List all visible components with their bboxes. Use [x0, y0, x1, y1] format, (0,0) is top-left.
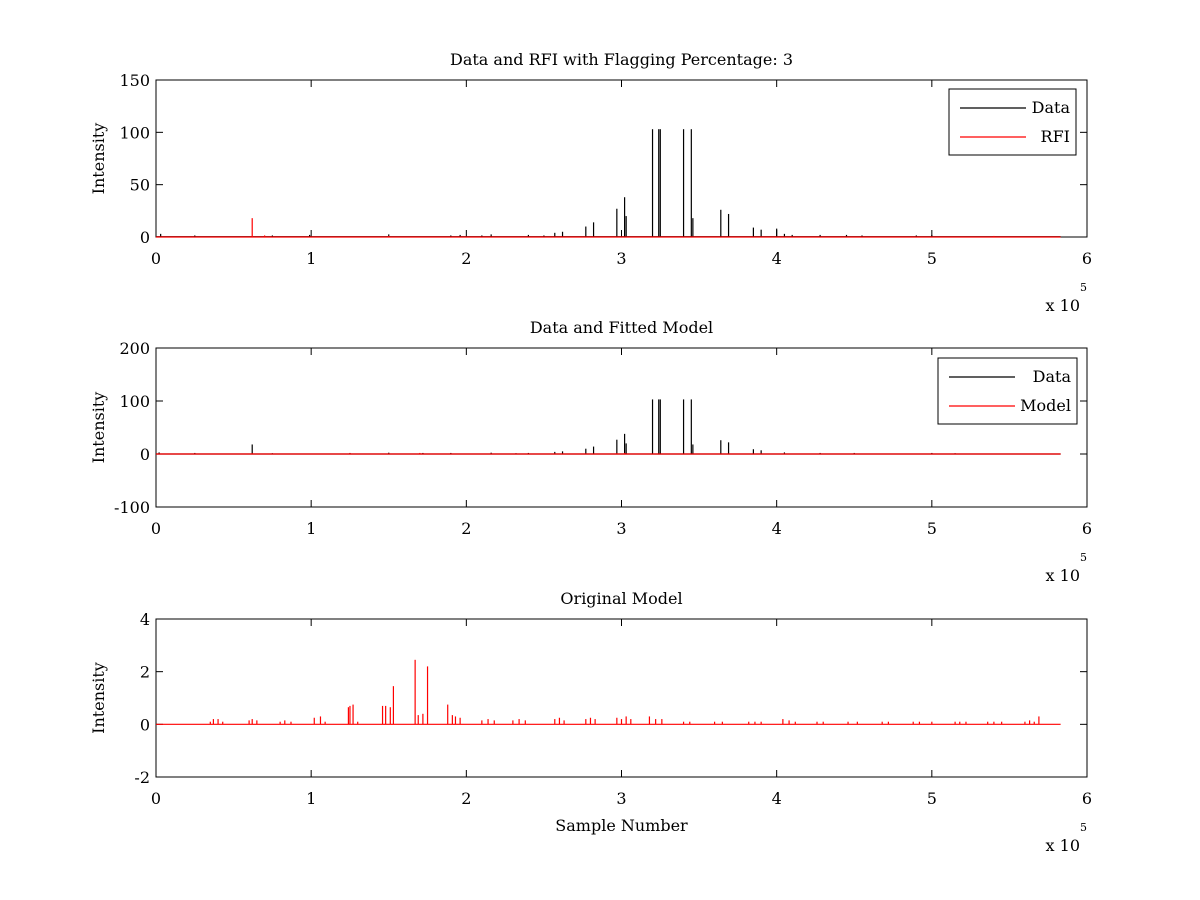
- legend-label: RFI: [1041, 127, 1070, 146]
- legend-label: Data: [1032, 98, 1071, 117]
- x-tick-label: 5: [927, 519, 937, 538]
- x-tick-label: 2: [461, 789, 471, 808]
- panel-title: Data and RFI with Flagging Percentage: 3: [450, 50, 793, 69]
- y-tick-label: 100: [119, 123, 150, 142]
- x-tick-label: 4: [772, 249, 782, 268]
- x-tick-label: 3: [616, 249, 626, 268]
- legend-box: [937, 357, 1078, 425]
- panel-original-model: Original Model Intensity Sample Number x…: [89, 589, 1092, 855]
- series-rfi: [156, 218, 1061, 238]
- axes-box: [155, 347, 1088, 508]
- y-tick-label: 2: [140, 663, 150, 682]
- x-tick-label: 2: [461, 519, 471, 538]
- x-tick-label: 3: [616, 789, 626, 808]
- x-exponent-label: x 10: [1046, 296, 1080, 315]
- y-tick-label: -100: [114, 498, 150, 517]
- y-axis-label: Intensity: [89, 123, 108, 195]
- series-model-trace: [156, 659, 1061, 725]
- x-axis-label: Sample Number: [555, 816, 688, 835]
- y-tick-label: 0: [140, 228, 150, 247]
- series-model: [156, 452, 1061, 455]
- x-tick-label: 6: [1082, 789, 1092, 808]
- x-tick-label: 0: [151, 249, 161, 268]
- y-tick-label: 0: [140, 715, 150, 734]
- legend-label: Data: [1033, 367, 1072, 386]
- y-tick-label: 200: [119, 339, 150, 358]
- panel-title: Data and Fitted Model: [530, 318, 713, 337]
- axes-box: [155, 618, 1088, 778]
- x-tick-label: 0: [151, 519, 161, 538]
- x-exponent-label: x 10: [1046, 566, 1080, 585]
- x-tick-label: 3: [616, 519, 626, 538]
- x-tick-label: 5: [927, 789, 937, 808]
- legend: Data RFI: [948, 88, 1077, 156]
- legend-label: Model: [1020, 396, 1071, 415]
- y-axis-label: Intensity: [89, 662, 108, 734]
- x-tick-label: 4: [772, 519, 782, 538]
- legend: Data Model: [937, 357, 1078, 425]
- x-exponent-power: 5: [1080, 551, 1087, 564]
- y-tick-label: 0: [140, 445, 150, 464]
- x-tick-label: 2: [461, 249, 471, 268]
- axes-box: [155, 79, 1088, 238]
- y-tick-label: 100: [119, 392, 150, 411]
- x-exponent-label: x 10: [1046, 836, 1080, 855]
- legend-box: [948, 88, 1077, 156]
- x-tick-label: 6: [1082, 519, 1092, 538]
- x-tick-label: 5: [927, 249, 937, 268]
- y-tick-label: -2: [134, 768, 150, 787]
- x-tick-label: 4: [772, 789, 782, 808]
- x-tick-label: 1: [306, 789, 316, 808]
- x-tick-label: 1: [306, 249, 316, 268]
- panel-data-and-rfi: Data and RFI with Flagging Percentage: 3…: [89, 50, 1092, 315]
- x-exponent-power: 5: [1080, 281, 1087, 294]
- y-tick-label: 4: [140, 610, 150, 629]
- x-tick-label: 0: [151, 789, 161, 808]
- x-tick-label: 6: [1082, 249, 1092, 268]
- panel-data-and-fitted-model: Data and Fitted Model Intensity x 10 5 0…: [89, 318, 1092, 585]
- y-axis-label: Intensity: [89, 392, 108, 464]
- x-tick-label: 1: [306, 519, 316, 538]
- y-tick-label: 50: [130, 176, 150, 195]
- x-exponent-power: 5: [1080, 821, 1087, 834]
- y-tick-label: 150: [119, 71, 150, 90]
- panel-title: Original Model: [560, 589, 682, 608]
